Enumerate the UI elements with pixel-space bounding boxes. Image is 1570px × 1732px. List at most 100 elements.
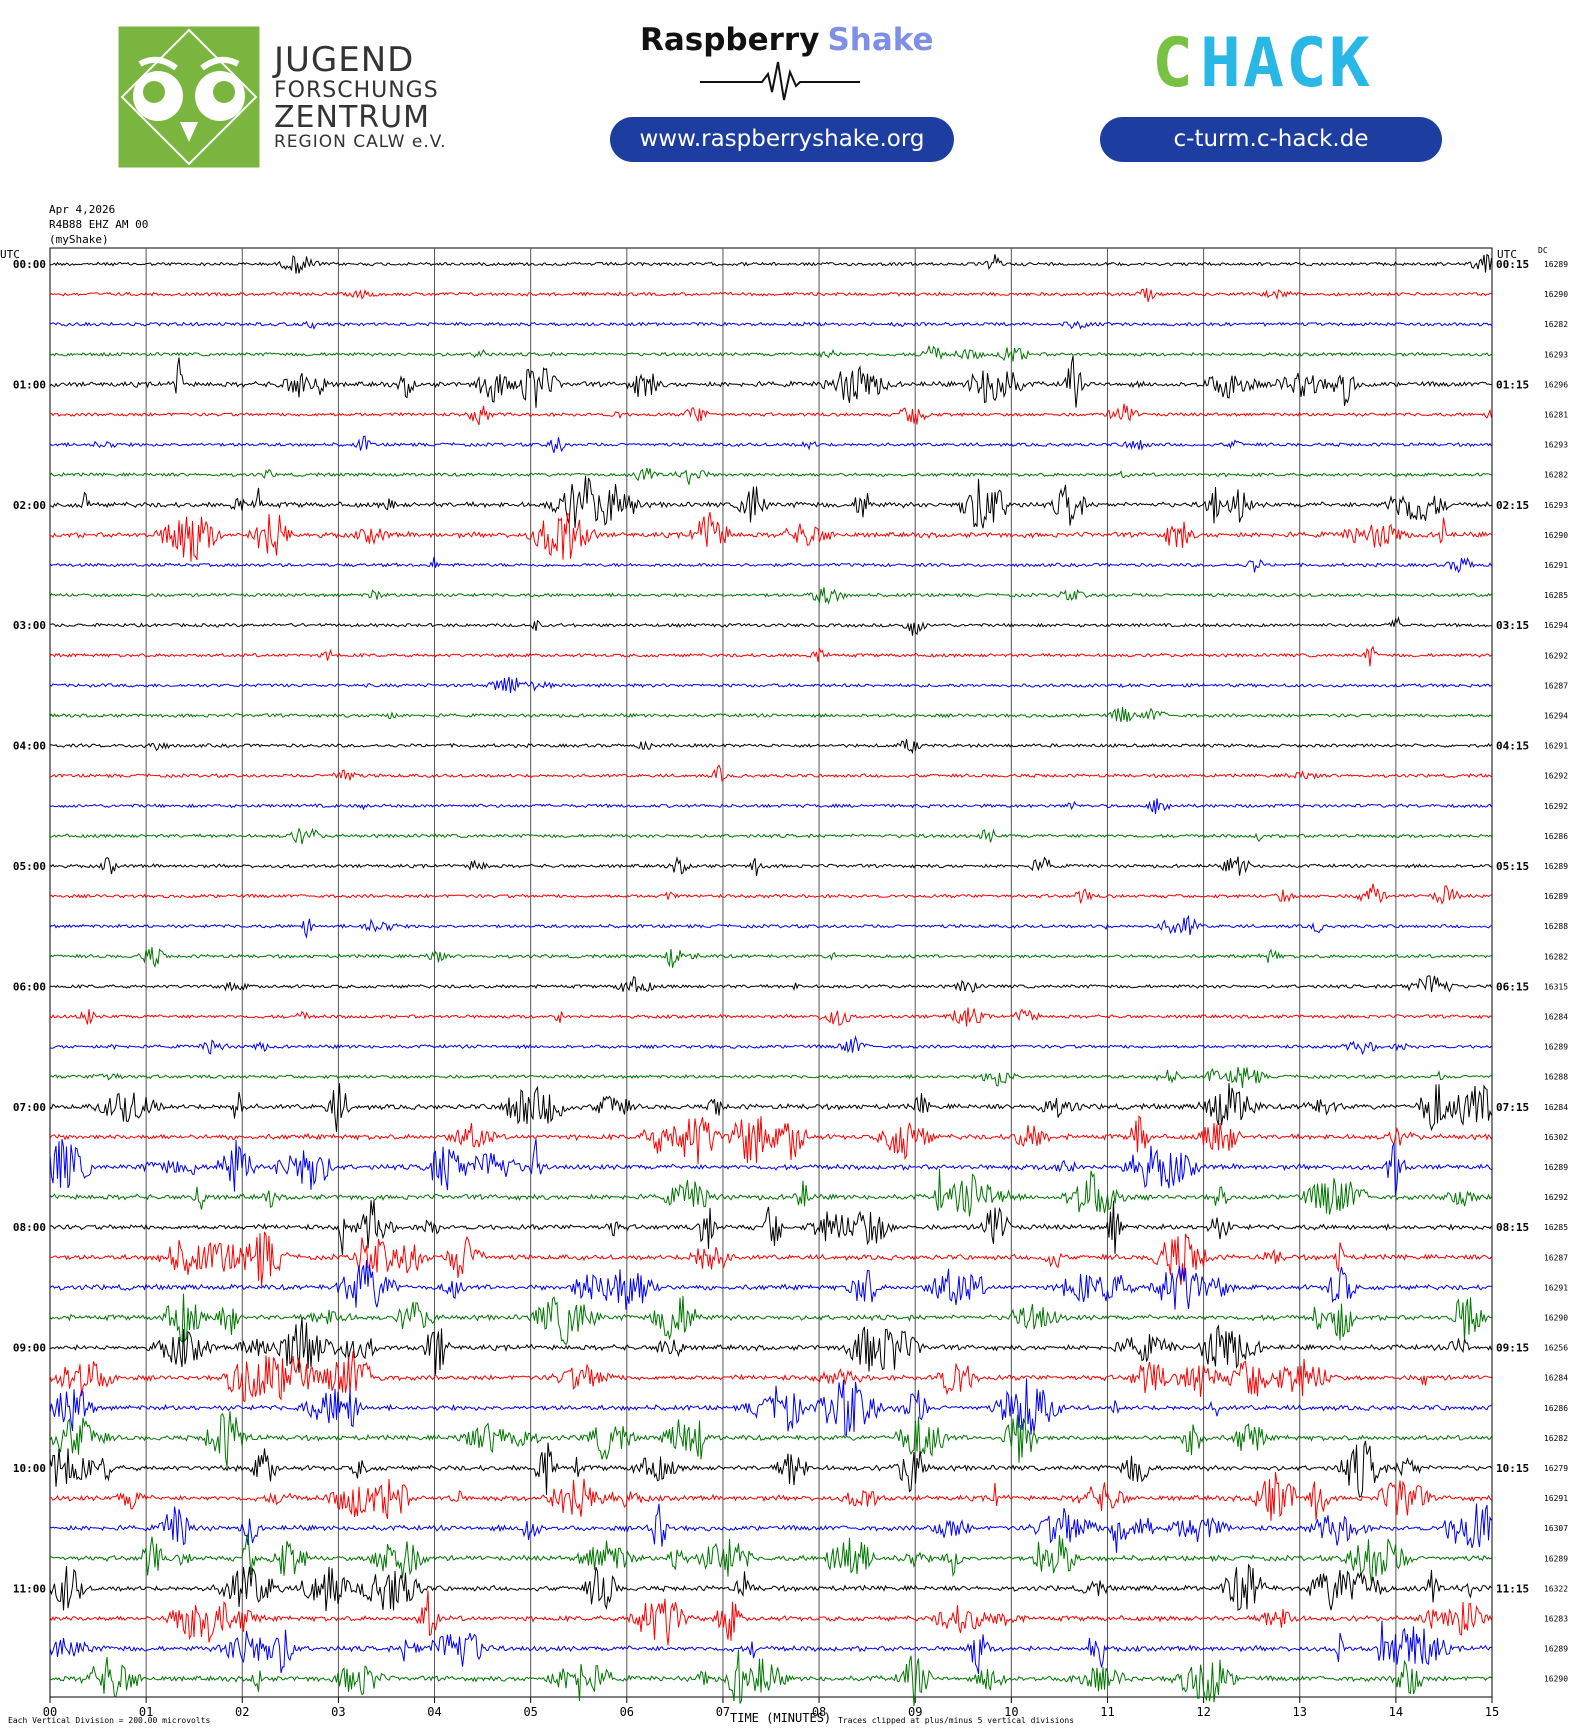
left-time-label: 04:00: [13, 740, 46, 753]
seismic-trace: [50, 253, 1492, 274]
left-time-label: 11:00: [13, 1582, 46, 1595]
seismic-trace: [49, 1378, 1492, 1436]
dc-offset-label: 16307: [1544, 1524, 1568, 1533]
dc-offset-label: 16283: [1544, 1615, 1568, 1624]
x-tick-label: 01: [139, 1705, 153, 1719]
left-time-label: 08:00: [13, 1221, 46, 1234]
right-time-label: 02:15: [1496, 499, 1529, 512]
dc-offset-label: 16292: [1544, 651, 1568, 660]
x-tick-label: 03: [331, 1705, 345, 1719]
seismic-trace: [50, 764, 1492, 782]
x-tick-label: 11: [1100, 1705, 1114, 1719]
plot-date: Apr 4,2026: [49, 203, 116, 216]
chack-c-letter: C: [1152, 30, 1193, 96]
dc-offset-label: 16290: [1544, 1314, 1568, 1323]
seismic-trace: [49, 827, 1492, 845]
left-time-label: 02:00: [13, 499, 46, 512]
seismic-trace: [49, 467, 1492, 485]
jfz-title-line2: FORSCHUNGS: [274, 78, 439, 103]
utc-left-label: UTC: [0, 248, 20, 261]
x-tick-label: 06: [620, 1705, 634, 1719]
x-tick-label: 08: [812, 1705, 826, 1719]
seismic-trace: [49, 1503, 1492, 1553]
dc-label: DC: [1538, 246, 1548, 255]
right-time-label: 09:15: [1496, 1342, 1529, 1355]
dc-offset-label: 16288: [1544, 922, 1568, 931]
x-tick-label: 15: [1485, 1705, 1499, 1719]
right-time-label: 06:15: [1496, 980, 1529, 993]
seismic-trace: [49, 1533, 1492, 1584]
dc-offset-label: 16289: [1544, 1163, 1568, 1172]
dc-offset-label: 16282: [1544, 1434, 1568, 1443]
right-time-label: 01:15: [1496, 378, 1529, 391]
raspberryshake-url-link[interactable]: www.raspberryshake.org: [610, 117, 954, 162]
dc-offset-label: 16315: [1544, 982, 1568, 991]
seismic-trace: [50, 403, 1492, 426]
left-time-label: 07:00: [13, 1101, 46, 1114]
x-tick-label: 07: [716, 1705, 730, 1719]
left-time-label: 06:00: [13, 980, 46, 993]
x-tick-label: 00: [43, 1705, 57, 1719]
seismic-trace: [49, 435, 1492, 453]
dc-offset-label: 16281: [1544, 411, 1568, 420]
plot-frame: [49, 247, 1493, 1698]
seismic-trace: [49, 1259, 1492, 1310]
seismic-trace: [49, 1563, 1492, 1611]
dc-offset-label: 16256: [1544, 1344, 1568, 1353]
x-tick-label: 10: [1004, 1705, 1018, 1719]
dc-offset-label: 16287: [1544, 1253, 1568, 1262]
dc-offset-label: 16302: [1544, 1133, 1568, 1142]
seismic-trace: [50, 975, 1492, 993]
x-tick-label: 12: [1196, 1705, 1210, 1719]
x-tick-label: 09: [908, 1705, 922, 1719]
seismic-trace: [49, 556, 1492, 574]
dc-offset-label: 16286: [1544, 1404, 1568, 1413]
dc-offset-label: 16292: [1544, 802, 1568, 811]
dc-offset-label: 16296: [1544, 380, 1568, 389]
dc-offset-label: 16285: [1544, 591, 1568, 600]
jfz-title-line3: ZENTRUM: [274, 100, 430, 135]
utc-right-label: UTC: [1497, 248, 1517, 261]
dc-offset-label: 16292: [1544, 1193, 1568, 1202]
dc-offset-label: 16289: [1544, 1645, 1568, 1654]
dc-offset-label: 16290: [1544, 1675, 1568, 1684]
dc-offset-label: 16282: [1544, 320, 1568, 329]
chack-url-link[interactable]: c-turm.c-hack.de: [1100, 117, 1442, 162]
seismic-trace: [49, 1440, 1492, 1498]
dc-offset-label: 16293: [1544, 350, 1568, 359]
dc-offset-label: 16282: [1544, 952, 1568, 961]
dc-offset-label: 16291: [1544, 1283, 1568, 1292]
seismic-trace: [49, 615, 1492, 636]
left-time-label: 09:00: [13, 1342, 46, 1355]
x-tick-label: 14: [1389, 1705, 1403, 1719]
seismic-trace: [49, 1082, 1492, 1132]
dc-offset-label: 16294: [1544, 712, 1568, 721]
seismic-trace: [49, 511, 1492, 562]
left-time-label: 01:00: [13, 378, 46, 391]
x-tick-label: 13: [1293, 1705, 1307, 1719]
seismic-trace: [49, 1590, 1492, 1646]
right-time-label: 08:15: [1496, 1221, 1529, 1234]
plot-source: (myShake): [49, 233, 109, 246]
seismic-trace: [49, 288, 1492, 302]
seismic-trace: [49, 345, 1492, 362]
dc-offset-label: 16288: [1544, 1073, 1568, 1082]
seismic-trace: [49, 856, 1492, 876]
dc-offset-label: 16290: [1544, 531, 1568, 540]
dc-offset-label: 16287: [1544, 681, 1568, 690]
seismic-trace: [49, 1231, 1492, 1287]
dc-offset-label: 16289: [1544, 260, 1568, 269]
seismic-trace: [49, 1317, 1492, 1375]
dc-offset-label: 16289: [1544, 1043, 1568, 1052]
left-time-label: 10:00: [13, 1462, 46, 1475]
seismic-trace: [49, 1035, 1492, 1056]
seismic-trace: [49, 1351, 1492, 1402]
seismic-trace: [49, 798, 1492, 815]
dc-offset-label: 16285: [1544, 1223, 1568, 1232]
dc-offset-label: 16293: [1544, 501, 1568, 510]
dc-offset-label: 16290: [1544, 290, 1568, 299]
dc-offset-label: 16279: [1544, 1464, 1568, 1473]
dc-offset-label: 16284: [1544, 1013, 1568, 1022]
seismic-trace: [49, 946, 1492, 969]
